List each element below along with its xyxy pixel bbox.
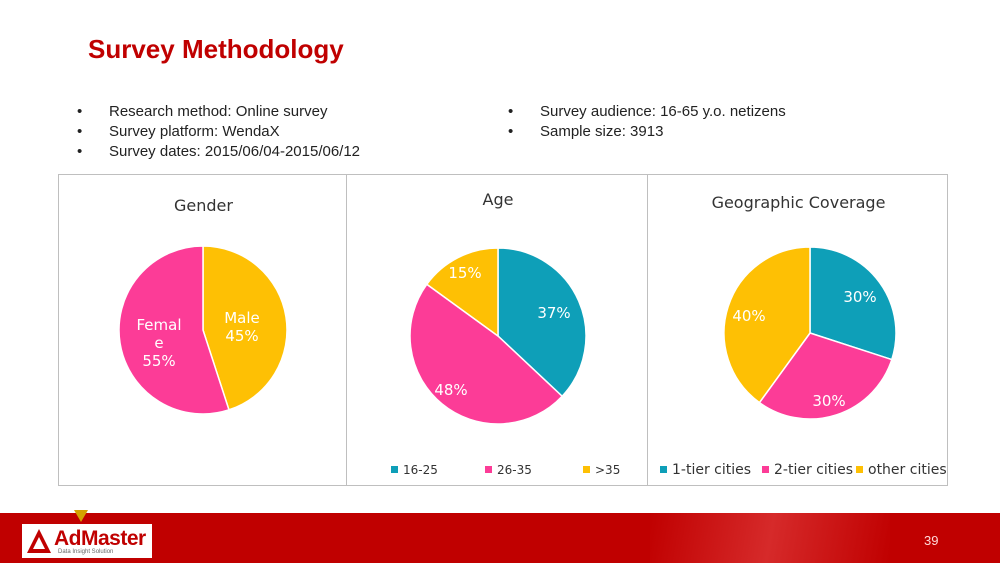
pie-slice-1-tier-cities bbox=[809, 246, 897, 361]
data-label-male: Male 45% bbox=[224, 309, 260, 345]
pie-slice-male bbox=[202, 245, 288, 411]
legend-swatch-2-tier-cities bbox=[762, 466, 769, 473]
footer-highlight bbox=[650, 513, 890, 563]
legend-swatch-1-tier-cities bbox=[660, 466, 667, 473]
pie-slice-2-tier-cities bbox=[758, 332, 893, 420]
age-pie-chart: Age 37% 48% 15% 16-25 26-35 >35 bbox=[391, 190, 620, 477]
data-label-other-cities: 40% bbox=[732, 307, 765, 325]
legend-swatch-35 bbox=[583, 466, 590, 473]
pie-slice-16-25 bbox=[497, 247, 587, 398]
geographic-chart-panel: Geographic Coverage 30% 30% 40% 1-tier citie… bbox=[647, 174, 948, 486]
legend-swatch-26-35 bbox=[485, 466, 492, 473]
logo-triangle-icon bbox=[27, 529, 51, 553]
admaster-logo: AdMaster Data Insight Solution bbox=[22, 524, 152, 558]
bullet-research-method: Research method: Online survey bbox=[77, 102, 360, 122]
pie-slice-35 bbox=[425, 247, 499, 338]
legend-label-1-tier-cities: 1-tier cities bbox=[672, 462, 751, 478]
legend-label-35: >35 bbox=[595, 463, 620, 477]
pie-slice-femal-e bbox=[118, 245, 230, 415]
pie-slice-other-cities bbox=[723, 246, 811, 404]
legend-swatch-16-25 bbox=[391, 466, 398, 473]
bullet-survey-audience: Survey audience: 16-65 y.o. netizens bbox=[508, 102, 786, 122]
bullet-survey-dates: Survey dates: 2015/06/04-2015/06/12 bbox=[77, 142, 360, 162]
chart-title: Geographic Coverage bbox=[712, 193, 886, 212]
data-label-26-35: 48% bbox=[434, 381, 467, 399]
legend-swatch-other-cities bbox=[856, 466, 863, 473]
geographic-pie-chart: Geographic Coverage 30% 30% 40% 1-tier citie… bbox=[660, 193, 947, 478]
bullet-list-right: Survey audience: 16-65 y.o. netizens Sam… bbox=[508, 102, 786, 142]
data-label-2-tier-cities: 30% bbox=[812, 392, 845, 410]
logo-wordmark: AdMaster bbox=[54, 527, 146, 550]
pie-slice-26-35 bbox=[409, 283, 564, 425]
chart-title: Age bbox=[483, 190, 514, 209]
legend-label-16-25: 16-25 bbox=[403, 463, 438, 477]
gender-chart-panel: Gender Male 45% Femal e 55% bbox=[58, 174, 347, 486]
logo-tagline: Data Insight Solution bbox=[58, 549, 114, 555]
logo-check-mark bbox=[74, 510, 88, 522]
legend-label-other-cities: other cities bbox=[868, 462, 947, 478]
data-label-16-25: 37% bbox=[537, 304, 570, 322]
bullet-list-left: Research method: Online survey Survey pl… bbox=[77, 102, 360, 162]
legend-label-26-35: 26-35 bbox=[497, 463, 532, 477]
age-chart-panel: Age 37% 48% 15% 16-25 26-35 >35 bbox=[346, 174, 648, 486]
data-label-1-tier-cities: 30% bbox=[843, 288, 876, 306]
bullet-survey-platform: Survey platform: WendaX bbox=[77, 122, 360, 142]
slide-title: Survey Methodology bbox=[88, 34, 344, 64]
data-label-35: 15% bbox=[448, 264, 481, 282]
page-number: 39 bbox=[924, 533, 939, 548]
chart-title: Gender bbox=[174, 196, 233, 215]
footer-bar bbox=[0, 513, 1000, 563]
gender-pie-chart: Gender Male 45% Femal e 55% bbox=[118, 196, 288, 415]
data-label-femal-e: Femal e 55% bbox=[136, 316, 181, 370]
bullet-sample-size: Sample size: 3913 bbox=[508, 122, 786, 142]
legend-label-2-tier-cities: 2-tier cities bbox=[774, 462, 853, 478]
